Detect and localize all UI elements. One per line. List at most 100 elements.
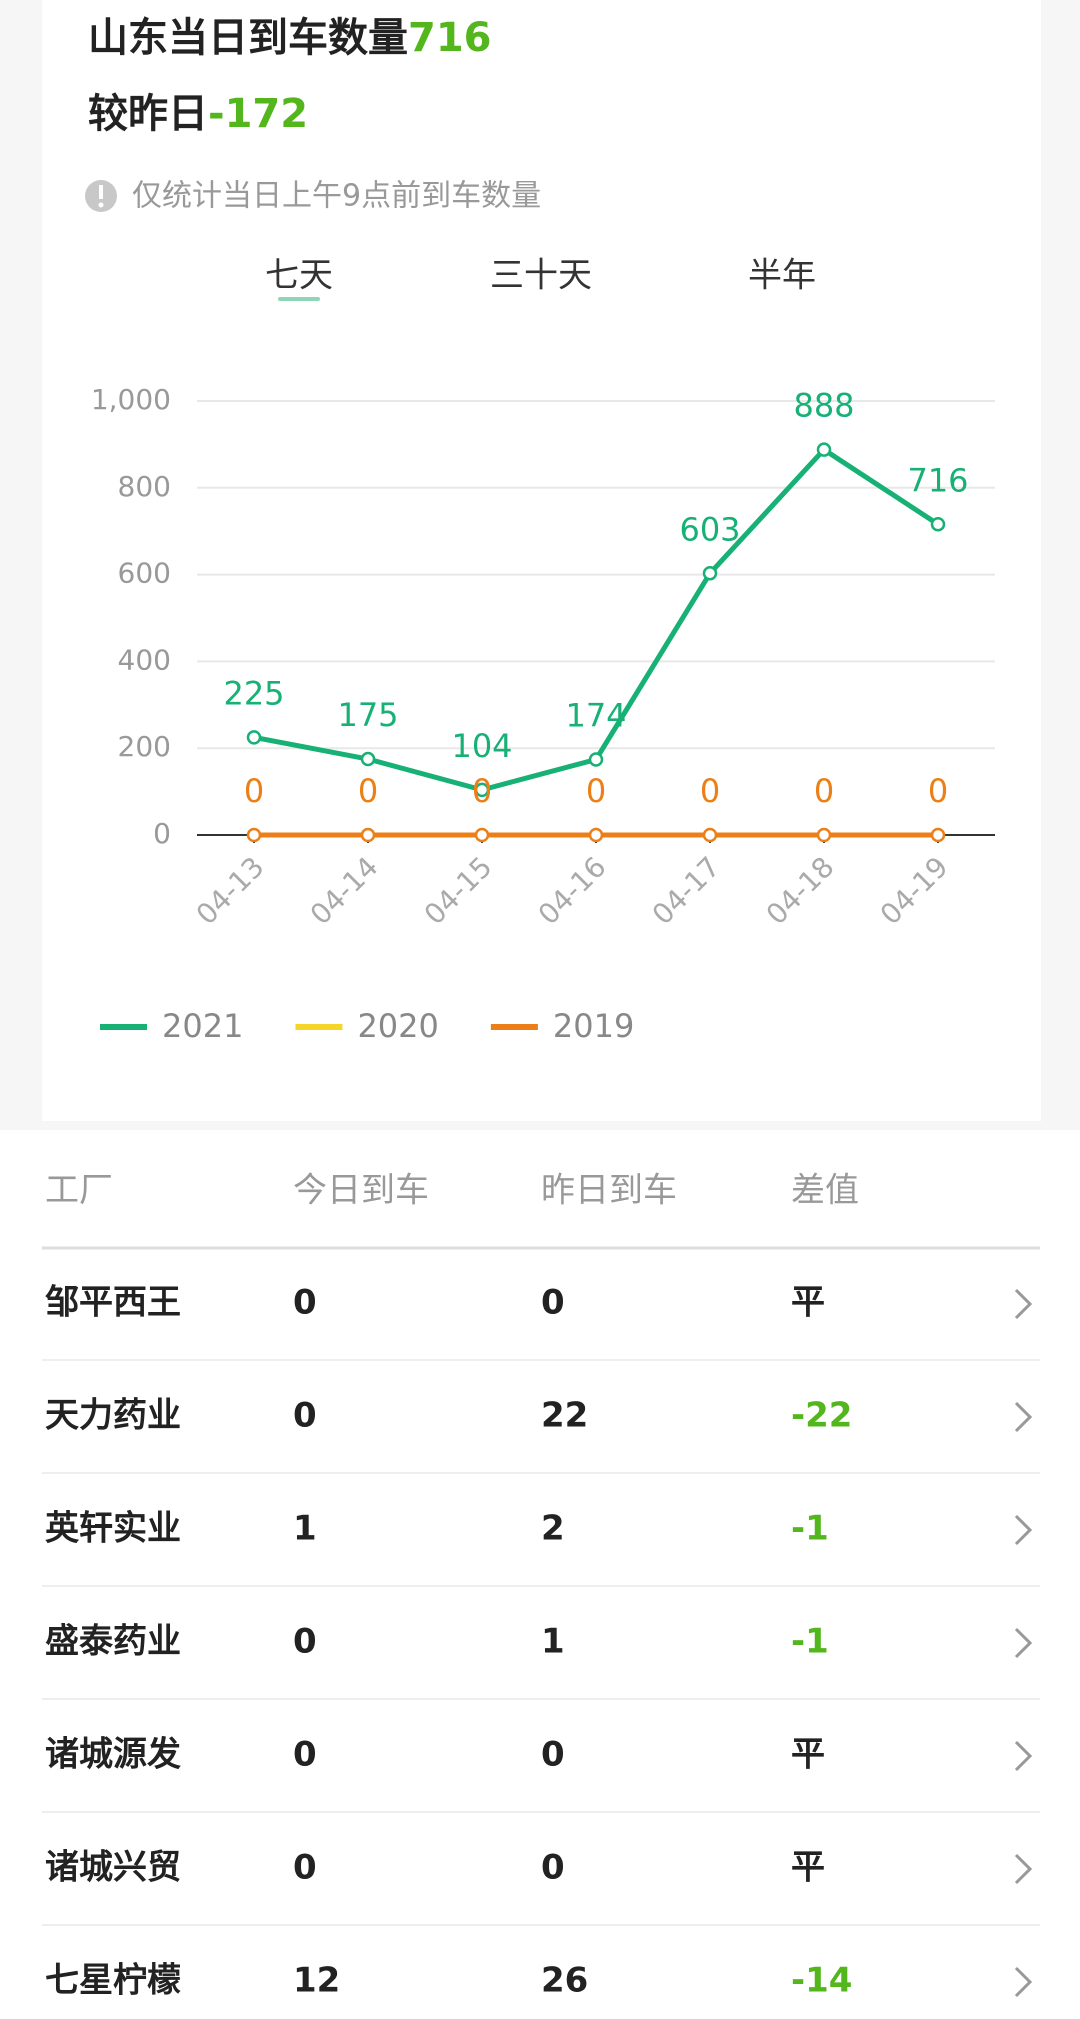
- table-row[interactable]: 诸城兴贸 0 0 平: [45, 1848, 1033, 1888]
- point: [474, 782, 490, 798]
- compare-label: 较昨日: [88, 91, 208, 137]
- legend-label: 2019: [553, 1007, 634, 1045]
- data-label: 716: [907, 461, 968, 499]
- cell: 七星柠檬: [45, 1961, 181, 2001]
- table-row[interactable]: 英轩实业 1 2 -1: [45, 1509, 1033, 1549]
- cell: -14: [791, 1961, 852, 2001]
- chevron: [1014, 1853, 1033, 1885]
- cell: 22: [541, 1396, 588, 1436]
- point: [360, 827, 376, 843]
- data-label: 0: [928, 772, 948, 810]
- cell: -22: [791, 1396, 852, 1436]
- cell: 0: [293, 1283, 317, 1323]
- column-header: 今日到车: [293, 1171, 429, 1211]
- legend-label: 2021: [162, 1007, 243, 1045]
- tab[interactable]: 七天: [265, 256, 333, 296]
- info-icon-bar: [99, 185, 103, 199]
- cell: 0: [541, 1848, 565, 1888]
- data-label: 0: [586, 772, 606, 810]
- cell: 天力药业: [45, 1396, 181, 1436]
- point: [702, 566, 718, 581]
- data-label: 603: [679, 510, 740, 548]
- data-label: 104: [451, 727, 512, 765]
- data-label: 888: [793, 387, 854, 425]
- y-tick-label: 400: [118, 643, 171, 676]
- chevron: [1014, 1401, 1033, 1433]
- cell: 诸城源发: [45, 1735, 181, 1775]
- point: [360, 751, 376, 767]
- point: [588, 752, 604, 767]
- column-header: 昨日到车: [541, 1171, 677, 1211]
- cell: 1: [541, 1622, 565, 1662]
- card: [42, 0, 1041, 1121]
- cell: 0: [541, 1283, 565, 1323]
- tab[interactable]: 三十天: [490, 256, 592, 296]
- note: 仅统计当日上午9点前到车数量: [132, 179, 541, 214]
- y-tick-label: 1,000: [91, 383, 171, 416]
- point: [246, 827, 262, 843]
- y-tick-label: 800: [118, 470, 171, 503]
- table-row[interactable]: 邹平西王 0 0 平: [45, 1283, 1033, 1323]
- legend-label: 2020: [357, 1007, 438, 1045]
- cell: 邹平西王: [45, 1283, 181, 1323]
- cell: 平: [791, 1848, 825, 1888]
- y-tick-label: 200: [118, 730, 171, 763]
- change: -172: [208, 91, 308, 137]
- column-header: 差值: [791, 1171, 859, 1211]
- cell: 平: [791, 1283, 825, 1323]
- y-tick-label: 600: [118, 557, 171, 590]
- cell: 12: [293, 1961, 340, 2001]
- point: [588, 827, 604, 843]
- compare: 较昨日-172: [88, 91, 308, 137]
- data-label: 174: [565, 696, 626, 734]
- title: 山东当日到车数量716: [88, 15, 492, 61]
- cell: 0: [541, 1735, 565, 1775]
- chevron: [1014, 1966, 1033, 1998]
- data-label: 225: [223, 674, 284, 712]
- data-label: 0: [358, 772, 378, 810]
- cell: 英轩实业: [45, 1509, 181, 1549]
- point: [246, 730, 262, 745]
- table-row[interactable]: 盛泰药业 0 1 -1: [45, 1622, 1033, 1662]
- tab[interactable]: 半年: [748, 256, 816, 296]
- data-label: 0: [472, 772, 492, 810]
- cell: 2: [541, 1509, 565, 1549]
- data-label: 0: [244, 772, 264, 810]
- point: [702, 827, 718, 843]
- point: [930, 827, 946, 843]
- cell: 0: [293, 1735, 317, 1775]
- data-label: 175: [337, 696, 398, 734]
- cell: 0: [293, 1622, 317, 1662]
- table-bg: [0, 1130, 1080, 2019]
- cell: -1: [791, 1622, 829, 1662]
- cell: 26: [541, 1961, 588, 2001]
- point: [816, 827, 832, 843]
- y-tick-label: 0: [153, 817, 171, 850]
- chevron: [1014, 1740, 1033, 1772]
- data-label: 0: [700, 772, 720, 810]
- table-row[interactable]: 天力药业 0 22 -22: [45, 1396, 1033, 1436]
- chevron: [1014, 1627, 1033, 1659]
- point: [474, 827, 490, 843]
- title-text: 山东当日到车数量: [88, 15, 408, 61]
- table-row[interactable]: 七星柠檬 12 26 -14: [45, 1961, 1033, 2001]
- data-label: 0: [814, 772, 834, 810]
- tab-underline: [278, 297, 320, 301]
- cell: 1: [293, 1509, 317, 1549]
- column-header: 工厂: [45, 1171, 113, 1211]
- point: [930, 517, 946, 532]
- point: [816, 442, 832, 457]
- cell: -1: [791, 1509, 829, 1549]
- cell: 平: [791, 1735, 825, 1775]
- cell: 0: [293, 1396, 317, 1436]
- cell: 诸城兴贸: [45, 1848, 181, 1888]
- total: 716: [408, 15, 492, 61]
- chevron: [1014, 1514, 1033, 1546]
- chevron: [1014, 1288, 1033, 1320]
- table-row[interactable]: 诸城源发 0 0 平: [45, 1735, 1033, 1775]
- info-icon-dot: [98, 202, 104, 208]
- cell: 0: [293, 1848, 317, 1888]
- cell: 盛泰药业: [45, 1622, 181, 1662]
